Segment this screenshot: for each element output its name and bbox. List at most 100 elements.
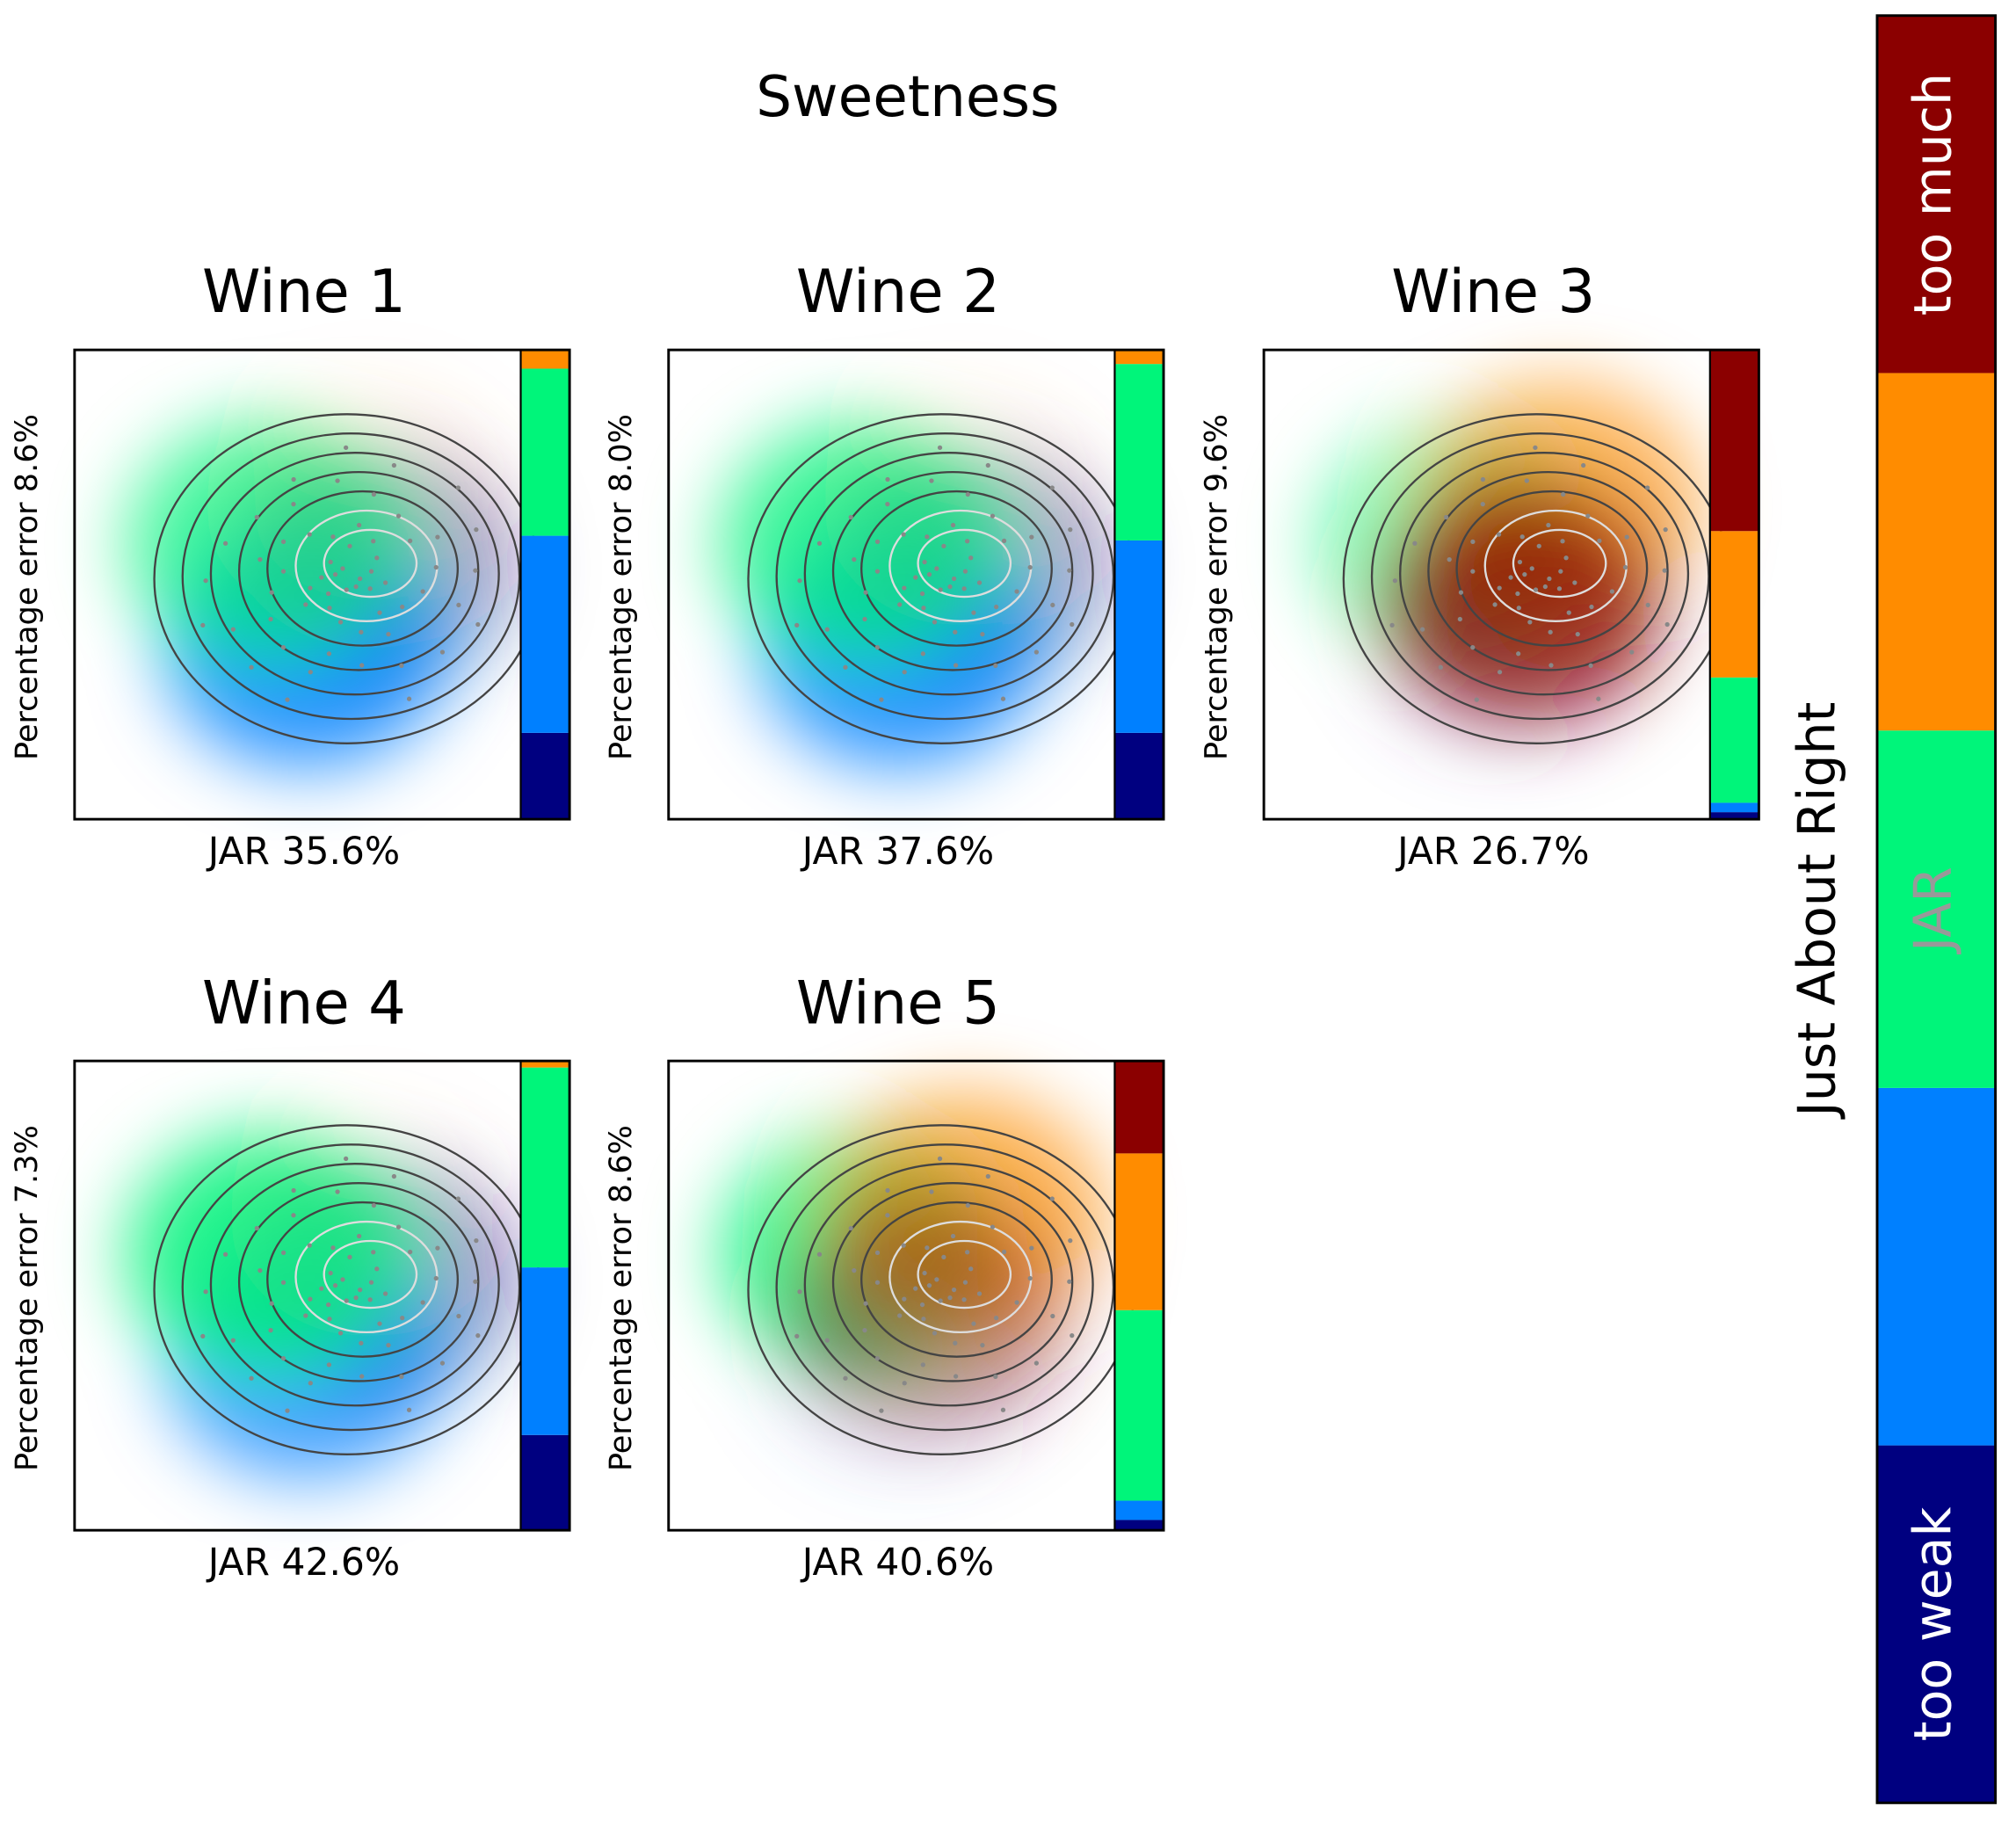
colorbar-label: Just About Right [1788,701,1847,1120]
sample-dot [280,1250,286,1256]
sample-dot [347,543,352,548]
sample-dot [816,540,823,546]
panel-title: Wine 2 [796,258,1000,326]
stacked-segment [1709,350,1759,532]
colorbar-segment [1876,1445,1996,1803]
sample-dot [976,580,983,585]
sample-dot [371,1250,376,1255]
sample-dot [843,664,848,670]
sample-dot [1492,602,1497,607]
contour [1512,528,1607,599]
sample-dot [1533,445,1538,450]
sample-dot [862,616,867,622]
sample-dot [433,1275,439,1281]
sample-dot [326,591,331,597]
contour [209,451,500,696]
sample-dot [919,1302,925,1308]
sample-dot [1447,556,1452,562]
panel-frame [1262,348,1760,821]
sample-dot [200,622,206,628]
sample-dot [993,604,999,610]
sample-dot [420,589,425,594]
sample-dot [863,1301,868,1306]
sample-dot [439,649,446,655]
sample-dot [797,1289,802,1295]
sample-dot [1067,568,1072,573]
sample-dot [406,1407,412,1412]
sample-dot [938,1298,943,1303]
sample-dot [1070,621,1075,628]
stacked-segment [520,1267,570,1435]
x-label: JAR 37.6% [800,831,994,874]
sample-dot [885,1187,890,1193]
stacked-segment [520,1067,570,1268]
sample-dot [1572,580,1577,585]
contour [181,1143,521,1432]
contour [860,490,1053,647]
sample-dot [920,651,925,657]
sample-dot [249,664,254,670]
sample-dot [386,631,391,637]
sample-dot [1563,555,1569,561]
sample-dot [934,1277,939,1282]
sample-dot [1014,589,1019,594]
sample-dot [474,1238,479,1244]
sample-dot [885,502,890,507]
sample-dot [874,569,881,574]
sample-dot [920,1362,925,1368]
sample-dot [929,478,934,483]
sample-dot [330,1245,336,1251]
sample-dot [993,663,998,668]
sample-dot [353,1295,359,1301]
x-label: JAR 35.6% [206,831,400,874]
sample-dot [965,1250,970,1255]
sample-dot [268,616,273,622]
colorbar-frame [1875,14,1998,1804]
contour [323,1239,418,1310]
contour [1427,470,1669,671]
sample-dot [1546,522,1551,528]
sample-dot [326,1302,331,1308]
panel-frame [73,348,571,821]
sample-dot [1548,663,1554,668]
contour [237,1181,480,1382]
sample-dot [254,514,259,520]
sample-dot [249,1375,254,1381]
stacked-segment [1709,802,1759,813]
sample-dot [874,644,881,650]
sample-dot [291,476,296,482]
sample-dot [230,1338,236,1343]
panel: Wine 4 JAR 42.6% Percentage error 7.3% [9,969,571,1585]
sample-dot [1470,539,1476,545]
sample-dot [885,1213,890,1218]
sample-dot [254,1225,259,1231]
sample-dot [377,1321,382,1326]
sample-dot [1389,622,1395,628]
sample-dot [1609,589,1615,594]
sample-dot [473,568,478,573]
sample-dot [308,1381,313,1386]
sample-dot [1597,538,1602,544]
panel: Wine 5 JAR 40.6% Percentage error 8.6% [603,969,1165,1585]
stacked-segment [1114,1500,1164,1520]
sample-dot [456,602,461,608]
y-label: Percentage error 8.0% [603,414,639,760]
sample-dot [368,569,374,574]
sample-dot [285,697,290,702]
sample-dot [953,629,958,635]
sample-dot [925,1245,930,1251]
sample-dot [1548,629,1553,635]
colorbar: too weak JAR too much Just About Right [1788,14,1998,1804]
sample-dot [399,1374,404,1380]
sample-dot [308,585,313,591]
sample-dot [932,620,938,625]
contour [1399,451,1690,696]
sample-dot [1560,539,1565,544]
sample-dot [950,1233,956,1239]
sample-dot [1527,620,1533,625]
colorbar-segment [1876,1087,1996,1446]
sample-dot [1480,476,1486,482]
sample-dot [951,1287,957,1293]
sample-dot [1588,663,1593,668]
sample-dot [400,1315,405,1321]
